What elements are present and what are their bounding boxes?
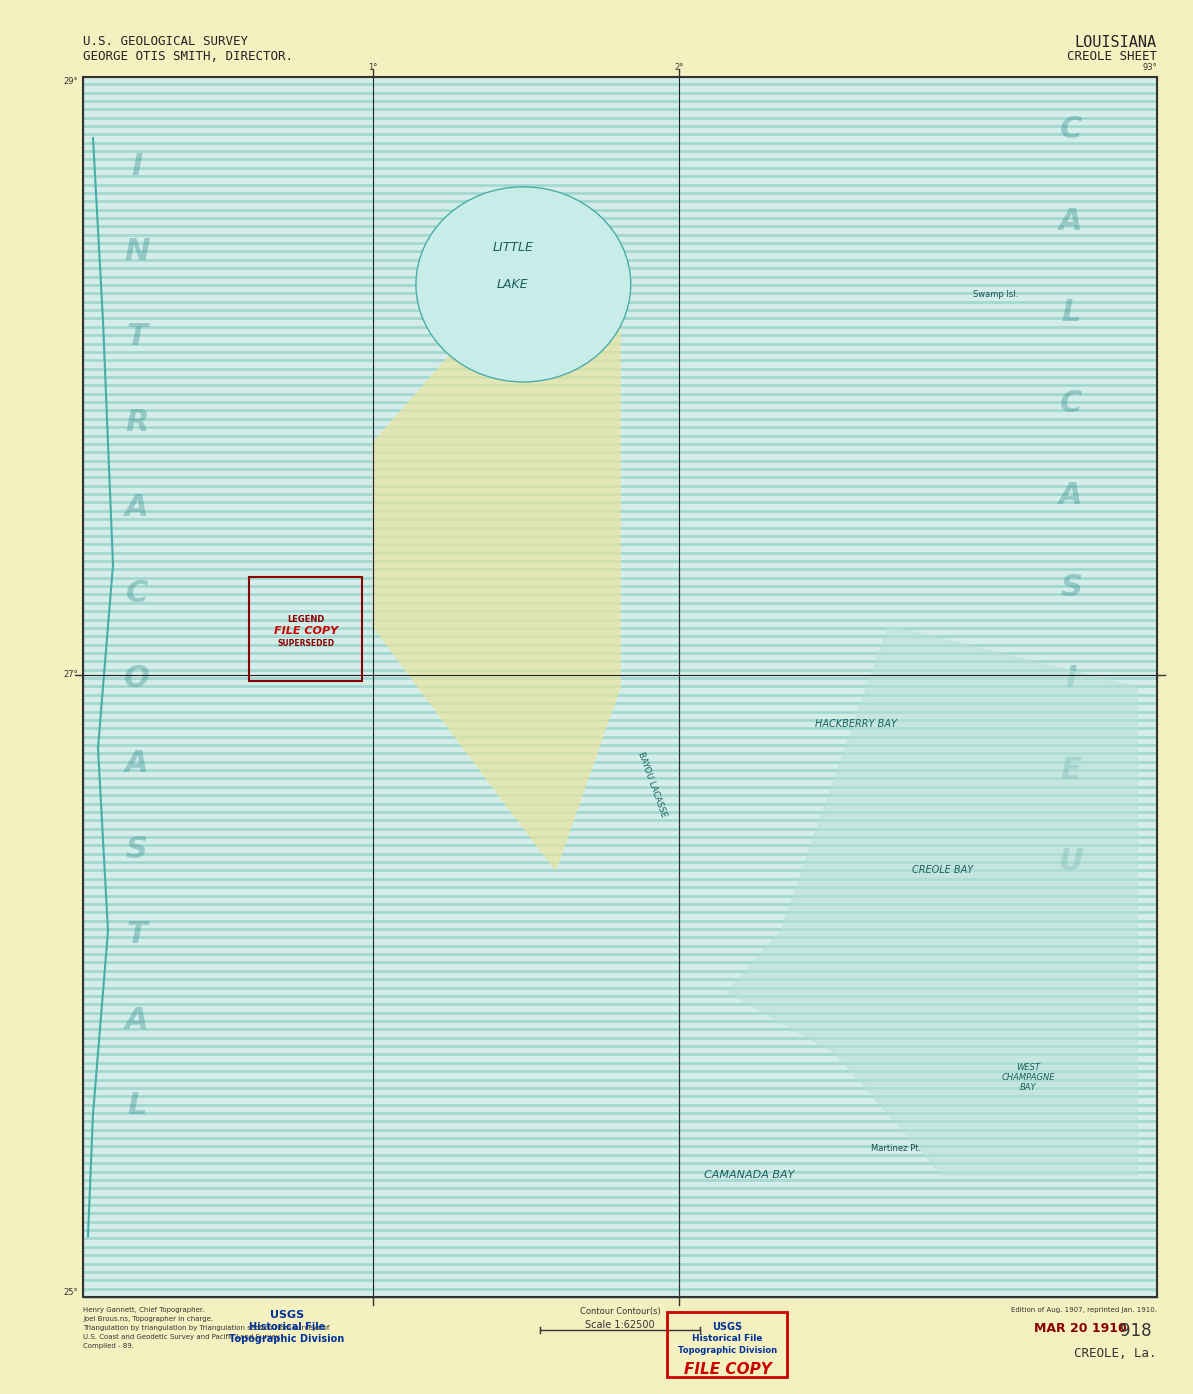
Text: I: I xyxy=(1065,664,1077,693)
Text: LITTLE: LITTLE xyxy=(493,241,533,254)
Text: Contour Contour(s): Contour Contour(s) xyxy=(580,1308,661,1316)
Text: LEGEND: LEGEND xyxy=(288,615,324,623)
Bar xyxy=(667,1312,787,1377)
Text: Historical File: Historical File xyxy=(692,1334,762,1342)
Text: U: U xyxy=(1058,848,1083,875)
Text: L: L xyxy=(1062,298,1081,328)
Text: BAYOU LACASSE: BAYOU LACASSE xyxy=(636,751,668,818)
Bar xyxy=(84,77,1157,1296)
Text: N: N xyxy=(124,237,149,266)
Text: 29°: 29° xyxy=(63,77,78,86)
Text: T: T xyxy=(126,322,147,351)
Text: C: C xyxy=(125,579,148,608)
Text: Compiled - 89.: Compiled - 89. xyxy=(84,1342,134,1349)
Text: 2°: 2° xyxy=(674,63,684,72)
Text: FILE COPY: FILE COPY xyxy=(273,626,338,636)
Text: LAKE: LAKE xyxy=(496,277,528,291)
Text: 1°: 1° xyxy=(369,63,378,72)
Text: MAR 20 1910: MAR 20 1910 xyxy=(1034,1322,1127,1335)
Text: Topographic Division: Topographic Division xyxy=(678,1347,777,1355)
Text: CREOLE SHEET: CREOLE SHEET xyxy=(1067,50,1157,63)
Text: LOUISIANA: LOUISIANA xyxy=(1075,35,1157,50)
Polygon shape xyxy=(373,261,620,870)
Text: WEST
CHAMPAGNE
BAY: WEST CHAMPAGNE BAY xyxy=(1001,1062,1055,1093)
Text: Topographic Division: Topographic Division xyxy=(229,1334,345,1344)
Text: Scale 1:62500: Scale 1:62500 xyxy=(586,1320,655,1330)
Text: L: L xyxy=(126,1092,147,1119)
Text: GEORGE OTIS SMITH, DIRECTOR.: GEORGE OTIS SMITH, DIRECTOR. xyxy=(84,50,293,63)
Text: 93°: 93° xyxy=(1142,63,1157,72)
Text: O: O xyxy=(124,664,149,693)
Text: USGS: USGS xyxy=(270,1310,304,1320)
Text: SUPERSEDED: SUPERSEDED xyxy=(277,638,334,648)
Bar xyxy=(249,577,363,680)
Text: Henry Gannett, Chief Topographer.: Henry Gannett, Chief Topographer. xyxy=(84,1308,204,1313)
Text: T: T xyxy=(126,920,147,949)
Text: Martinez Pt.: Martinez Pt. xyxy=(871,1143,921,1153)
Text: A: A xyxy=(125,493,148,523)
Ellipse shape xyxy=(416,187,631,382)
Text: Swamp Isl.: Swamp Isl. xyxy=(973,290,1019,298)
Text: CREOLE BAY: CREOLE BAY xyxy=(911,866,972,875)
Text: A: A xyxy=(1059,481,1083,510)
Text: C: C xyxy=(1059,389,1082,418)
Text: R: R xyxy=(125,408,148,436)
Text: HACKBERRY BAY: HACKBERRY BAY xyxy=(815,718,897,729)
Text: S: S xyxy=(1061,573,1082,601)
Text: S: S xyxy=(125,835,148,864)
Text: CREOLE, La.: CREOLE, La. xyxy=(1075,1347,1157,1361)
Text: FILE COPY: FILE COPY xyxy=(684,1362,772,1377)
Text: U.S. Coast and Geodetic Survey and Pacific Land Survey.: U.S. Coast and Geodetic Survey and Pacif… xyxy=(84,1334,282,1340)
Text: 918: 918 xyxy=(1120,1322,1152,1340)
Text: C: C xyxy=(1059,114,1082,144)
Text: Triangulation by triangulation by Triangulation section from surveys of: Triangulation by triangulation by Triang… xyxy=(84,1326,329,1331)
Text: USGS: USGS xyxy=(712,1322,742,1333)
Text: I: I xyxy=(131,152,142,181)
Text: A: A xyxy=(125,750,148,778)
Text: E: E xyxy=(1061,756,1082,785)
Text: U.S. GEOLOGICAL SURVEY: U.S. GEOLOGICAL SURVEY xyxy=(84,35,248,47)
Polygon shape xyxy=(728,626,1137,1175)
Text: CAMANADA BAY: CAMANADA BAY xyxy=(704,1170,795,1179)
Text: Edition of Aug. 1907, reprinted Jan. 1910.: Edition of Aug. 1907, reprinted Jan. 191… xyxy=(1010,1308,1157,1313)
Text: 27°: 27° xyxy=(63,671,78,679)
Text: A: A xyxy=(125,1005,148,1034)
Bar xyxy=(84,77,1157,1296)
Text: Historical File: Historical File xyxy=(249,1322,326,1333)
Text: 25°: 25° xyxy=(63,1288,78,1296)
Text: A: A xyxy=(1059,206,1083,236)
Text: Joel Brous.ns, Topographer in charge.: Joel Brous.ns, Topographer in charge. xyxy=(84,1316,214,1322)
